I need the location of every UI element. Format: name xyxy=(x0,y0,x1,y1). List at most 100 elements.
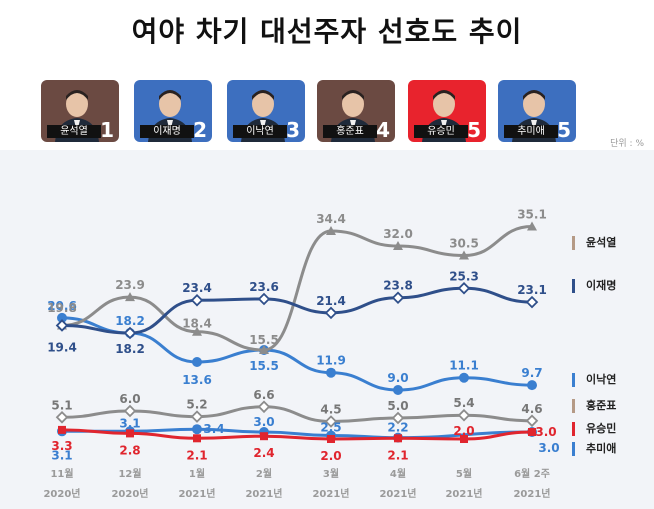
data-point xyxy=(528,428,536,436)
data-point xyxy=(326,225,336,235)
data-label: 21.4 xyxy=(316,294,346,308)
data-label: 2.5 xyxy=(320,421,341,435)
data-point xyxy=(527,380,537,391)
data-point xyxy=(457,408,471,422)
data-label: 3.4 xyxy=(203,422,224,436)
data-point xyxy=(190,410,204,423)
data-point xyxy=(393,241,403,251)
data-label: 30.5 xyxy=(449,237,479,251)
data-point xyxy=(525,414,539,428)
data-label: 2.1 xyxy=(387,448,408,462)
data-point xyxy=(260,432,268,441)
series-line xyxy=(60,428,534,441)
series-line xyxy=(60,405,534,424)
data-point xyxy=(123,404,137,418)
data-point xyxy=(126,429,134,438)
data-label: 34.4 xyxy=(316,212,346,226)
data-point xyxy=(257,292,271,306)
data-label: 3.0 xyxy=(253,415,274,429)
data-label: 19.4 xyxy=(47,340,77,354)
data-point xyxy=(527,221,537,231)
legend-swatch xyxy=(572,422,575,436)
candidate-card: 추미애 5 xyxy=(498,80,576,142)
x-tick-year: 2020년 xyxy=(111,487,148,500)
candidate-card: 윤석열 1 xyxy=(41,80,119,142)
data-label: 6.6 xyxy=(253,388,274,402)
data-label: 2.8 xyxy=(119,443,140,457)
data-label: 3.1 xyxy=(119,416,140,430)
candidate-name: 이재명 xyxy=(140,125,194,138)
candidate-card: 홍준표 4 xyxy=(317,80,395,142)
legend-label: 윤석열 xyxy=(586,236,617,249)
x-tick-year: 2020년 xyxy=(43,487,80,500)
data-point xyxy=(58,425,66,434)
candidate-rank: 4 xyxy=(376,118,390,142)
data-point xyxy=(393,385,403,395)
legend-swatch xyxy=(572,236,575,250)
data-point xyxy=(257,400,271,414)
data-label: 20.6 xyxy=(47,299,77,313)
x-tick-year: 2021년 xyxy=(312,487,349,500)
data-point xyxy=(193,434,201,443)
legend-label: 유승민 xyxy=(586,422,617,435)
chart-title: 여야 차기 대선주자 선호도 추이 xyxy=(131,15,523,48)
x-tick-month: 1월 xyxy=(189,468,205,480)
data-point xyxy=(123,326,137,340)
data-point xyxy=(324,306,338,320)
data-label: 2.4 xyxy=(253,446,274,460)
x-tick-year: 2021년 xyxy=(379,487,416,500)
data-label: 4.5 xyxy=(320,403,341,417)
x-tick-year: 2021년 xyxy=(445,487,482,500)
data-point xyxy=(460,435,468,443)
candidate-rank: 1 xyxy=(100,118,114,142)
data-point xyxy=(190,293,204,307)
unit-label: 단위 : % xyxy=(610,139,644,149)
legend-swatch xyxy=(572,279,575,293)
legend-swatch xyxy=(572,442,575,456)
x-tick-month: 11월 xyxy=(50,468,73,480)
data-label: 23.9 xyxy=(115,278,145,292)
data-label: 23.6 xyxy=(249,280,279,294)
x-tick-month: 2월 xyxy=(256,468,272,480)
data-point xyxy=(192,424,202,435)
data-label: 3.1 xyxy=(51,448,72,462)
legend-label: 이재명 xyxy=(586,279,617,292)
data-label: 6.0 xyxy=(119,392,140,406)
x-tick-year: 2021년 xyxy=(245,487,282,500)
candidate-rank: 2 xyxy=(193,118,207,142)
x-tick-year: 2021년 xyxy=(178,487,215,500)
legend-item: 이재명 xyxy=(572,278,652,294)
candidate-name: 유승민 xyxy=(414,125,468,138)
x-tick-month: 6월 2주 xyxy=(514,468,550,480)
data-label: 23.4 xyxy=(182,281,212,295)
data-label: 19.8 xyxy=(47,301,77,315)
candidate-rank: 5 xyxy=(467,118,481,142)
candidate-name: 홍준표 xyxy=(323,125,377,138)
data-point xyxy=(327,435,335,443)
data-label: 32.0 xyxy=(383,227,413,241)
data-point xyxy=(259,345,269,355)
data-label: 9.7 xyxy=(521,366,542,380)
data-point xyxy=(192,356,202,367)
data-point xyxy=(55,319,69,332)
data-point xyxy=(459,250,469,260)
data-point xyxy=(57,312,67,323)
data-label: 3.0 xyxy=(535,425,556,439)
data-label: 3.3 xyxy=(51,439,72,453)
data-label: 4.6 xyxy=(521,402,542,416)
legend-label: 추미애 xyxy=(586,442,617,455)
candidate-card: 이낙연 3 xyxy=(227,80,305,142)
candidate-card: 유승민 5 xyxy=(408,80,486,142)
data-label: 15.5 xyxy=(249,333,279,347)
data-point xyxy=(459,372,469,383)
legend-swatch xyxy=(572,373,575,387)
x-tick-month: 3월 xyxy=(323,468,339,480)
data-point xyxy=(391,411,405,425)
legend-item: 홍준표 xyxy=(572,398,652,414)
data-label: 15.5 xyxy=(249,359,279,373)
data-point xyxy=(192,326,202,336)
data-label: 5.2 xyxy=(186,398,207,412)
x-tick-month: 12월 xyxy=(118,468,141,480)
